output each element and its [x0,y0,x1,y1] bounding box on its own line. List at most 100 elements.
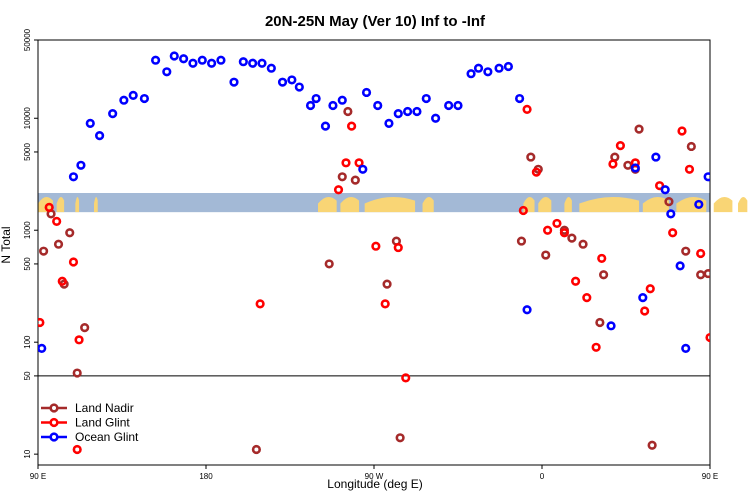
y-tick-label: 50 [23,371,32,380]
point-ocean-glint [128,90,138,101]
point-land-nadir [578,239,588,249]
point-ocean-glint [294,82,304,92]
point-ocean-glint [197,55,207,65]
point-land-glint [559,228,570,238]
point-ocean-glint [444,100,454,111]
point-land-nadir [38,246,49,256]
point-land-glint [255,299,265,309]
point-land-nadir [729,241,736,248]
point-land-nadir [647,440,657,450]
point-land-nadir [350,175,360,185]
point-ocean-glint [305,100,316,111]
point-ocean-glint [328,100,338,111]
point-land-nadir [53,239,64,249]
point-land-glint [531,167,542,177]
point-land-nadir [681,246,691,256]
y-tick-label: 5000 [23,143,32,161]
x-tick-label: 0 [540,472,545,481]
map-land-shape [364,196,416,213]
point-land-glint [582,293,592,303]
y-tick-label: 10000 [23,107,32,130]
map-land-shape [340,196,360,213]
point-land-nadir [80,322,90,333]
point-ocean-glint [94,131,105,141]
point-land-nadir [324,259,334,269]
point-ocean-glint [606,321,616,331]
point-ocean-glint [651,152,661,162]
point-ocean-glint [108,109,118,119]
world-map-strip [38,193,748,213]
map-land-shape [94,196,98,213]
point-ocean-glint [473,63,484,73]
legend-marker-ocean-glint [49,432,59,442]
legend-label-land-nadir: Land Nadir [75,401,134,415]
point-land-nadir [598,270,609,280]
point-land-nadir [343,106,353,117]
point-ocean-glint [139,93,149,104]
point-land-glint [654,181,665,191]
point-ocean-glint [412,106,422,117]
point-land-glint [401,373,411,383]
point-ocean-glint [119,95,129,105]
point-ocean-glint [514,93,525,104]
point-ocean-glint [681,343,691,354]
point-land-nadir [716,248,723,255]
point-ocean-glint [494,63,504,73]
point-land-nadir [703,268,710,279]
point-land-glint [597,253,607,264]
point-ocean-glint [169,51,179,61]
point-land-glint [393,242,403,253]
point-ocean-glint [320,121,331,131]
point-land-nadir [595,317,605,328]
point-land-glint [552,218,562,229]
point-land-glint [333,185,344,195]
point-land-glint [705,332,710,343]
point-ocean-glint [85,118,95,128]
map-land-shape [579,196,640,213]
point-land-glint [38,317,45,328]
point-land-glint [52,216,62,226]
x-tick-label: 90 W [365,472,384,481]
point-land-glint [668,228,678,238]
point-land-nadir [337,172,347,182]
point-land-nadir [737,281,744,288]
point-ocean-glint [666,209,676,219]
point-land-glint [522,104,532,114]
map-land-shape [713,196,733,213]
point-ocean-glint [483,67,493,77]
point-ocean-glint [207,58,217,68]
point-land-glint [696,248,706,259]
map-land-shape [75,196,80,213]
point-ocean-glint [630,163,640,173]
point-land-nadir [623,160,633,170]
point-ocean-glint [216,55,226,65]
point-ocean-glint [694,199,704,210]
point-land-glint [74,335,84,345]
point-ocean-glint [403,106,413,117]
point-ocean-glint [337,95,347,105]
map-land-shape [738,196,748,213]
point-land-nadir [664,197,674,207]
point-land-nadir [686,141,696,152]
y-tick-label: 100 [23,335,32,349]
point-ocean-glint [729,132,736,139]
point-ocean-glint [361,87,372,98]
point-ocean-glint [466,69,476,79]
point-land-glint [347,121,357,131]
point-ocean-glint [248,58,258,68]
x-axis: 90 E 180 90 W 0 90 E [30,465,718,481]
point-land-nadir [395,433,405,443]
point-land-glint [570,276,581,286]
point-land-nadir [567,233,577,243]
point-ocean-glint [277,77,288,87]
point-ocean-glint [503,61,514,72]
point-land-nadir [72,368,82,378]
point-ocean-glint [393,109,403,119]
y-tick-label: 500 [23,257,32,271]
point-ocean-glint [373,100,383,111]
point-ocean-glint [638,293,648,303]
point-ocean-glint [68,172,79,182]
map-land-shape [56,196,65,213]
